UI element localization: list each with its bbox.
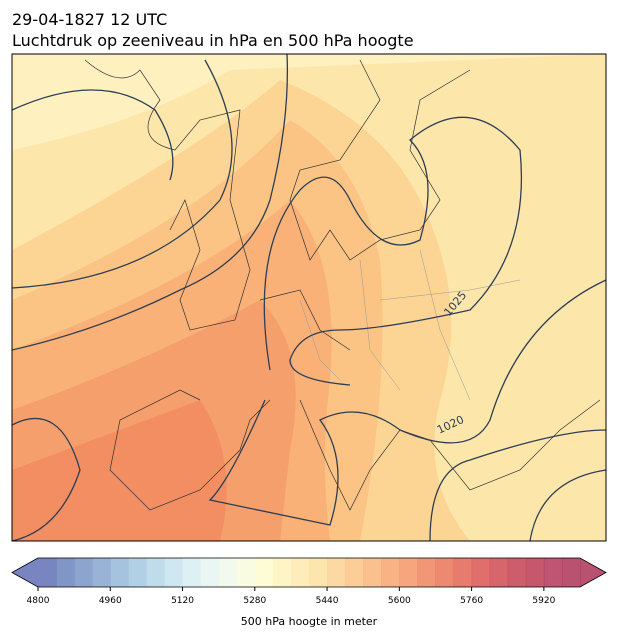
colorbar-segment [200, 558, 220, 587]
title: Luchtdruk op zeeniveau in hPa en 500 hPa… [12, 31, 414, 50]
colorbar-tick-label: 5440 [316, 596, 339, 606]
colorbar-segment [327, 558, 346, 587]
colorbar-segment [507, 558, 527, 587]
colorbar-segment [290, 558, 310, 587]
colorbar-segment [309, 558, 328, 587]
colorbar-tick-label: 5920 [532, 596, 555, 606]
colorbar-segment [182, 558, 202, 587]
colorbar-segment [38, 558, 57, 587]
colorbar-tick-label: 4960 [99, 596, 122, 606]
map [12, 54, 606, 541]
colorbar-segment [110, 558, 129, 587]
colorbar-segment [561, 558, 581, 587]
colorbar-segment [272, 558, 292, 587]
colorbar-segment [92, 558, 111, 587]
colorbar-segment [453, 558, 473, 587]
colorbar-arrow-low [12, 558, 38, 587]
colorbar-segment [471, 558, 491, 587]
colorbar-tick-label: 5280 [243, 596, 266, 606]
time-label: 29-04-1827 12 UTC [12, 10, 167, 29]
colorbar-tick-label: 5760 [460, 596, 483, 606]
colorbar-segment [417, 558, 436, 587]
colorbar-segment [218, 558, 238, 587]
colorbar-segment [399, 558, 418, 587]
colorbar-segment [381, 558, 400, 587]
colorbar-segment [543, 558, 563, 587]
colorbar-segment [345, 558, 364, 587]
colorbar-segment [489, 558, 509, 587]
colorbar-label: 500 hPa hoogte in meter [241, 615, 378, 628]
colorbar-segment [236, 558, 256, 587]
colorbar-outline [11, 557, 607, 588]
colorbar-tick-label: 4800 [27, 596, 50, 606]
colorbar-segment [164, 558, 184, 587]
colorbar-segment [56, 558, 75, 587]
colorbar-segment [74, 558, 93, 587]
colorbar-tick-label: 5120 [171, 596, 194, 606]
colorbar-segment [128, 558, 147, 587]
colorbar-segment [254, 558, 274, 587]
colorbar: 4800 4960 5120 5280 5440 5600 5760 5920 [11, 557, 607, 606]
colorbar-segment [363, 558, 382, 587]
colorbar-segment [435, 558, 455, 587]
map-frame [11, 53, 607, 542]
colorbar-segment [146, 558, 165, 587]
colorbar-arrow-high [580, 558, 606, 587]
colorbar-segment [525, 558, 545, 587]
colorbar-tick-label: 5600 [388, 596, 411, 606]
